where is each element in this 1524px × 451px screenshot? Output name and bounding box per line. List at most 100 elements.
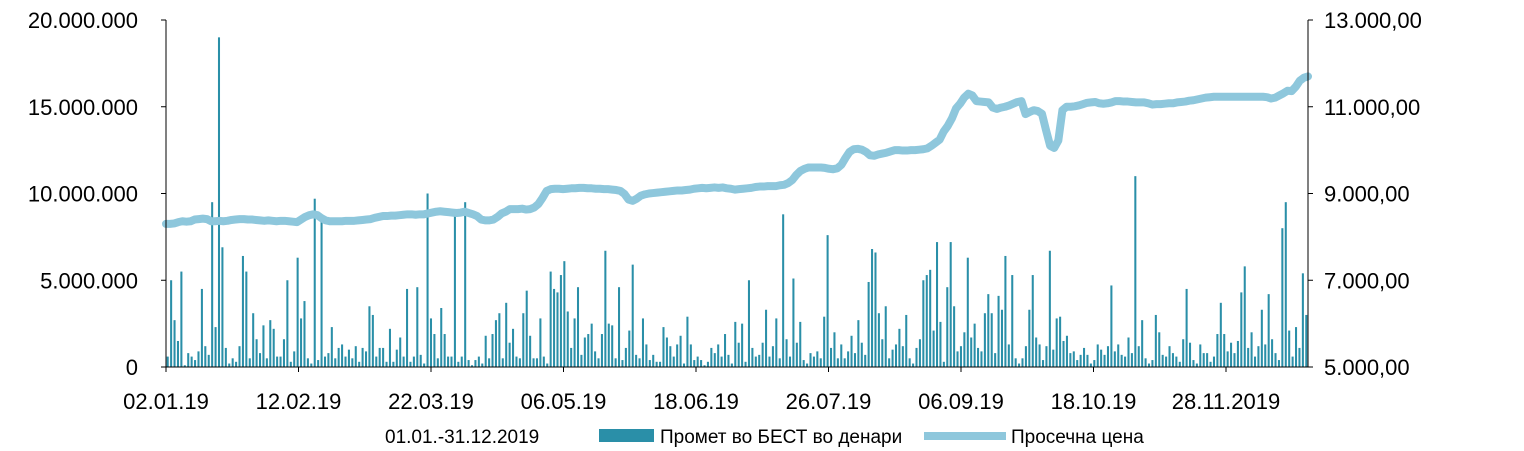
bar xyxy=(754,356,757,367)
bar xyxy=(590,323,593,368)
x-tick-label: 18.06.19 xyxy=(653,389,739,414)
bar xyxy=(170,280,173,367)
bar xyxy=(1233,353,1236,367)
bar xyxy=(1202,353,1205,367)
bar xyxy=(1175,356,1178,367)
bar xyxy=(953,306,956,367)
bar xyxy=(799,321,802,367)
bar xyxy=(395,349,398,367)
bar xyxy=(963,332,966,367)
bar xyxy=(255,339,258,367)
x-tick-label: 12.02.19 xyxy=(256,389,342,414)
bar xyxy=(1260,309,1263,367)
bar xyxy=(347,349,350,367)
bar xyxy=(840,344,843,367)
bar xyxy=(276,356,279,367)
bar xyxy=(983,313,986,367)
bar xyxy=(1106,346,1109,367)
bar xyxy=(594,351,597,367)
bar xyxy=(1295,327,1298,367)
bar xyxy=(884,306,887,367)
bar xyxy=(535,358,538,367)
bar xyxy=(481,363,484,367)
bar xyxy=(929,269,932,367)
bar xyxy=(1264,344,1267,367)
bar xyxy=(1195,363,1198,367)
bar xyxy=(200,288,203,367)
bar xyxy=(453,212,456,367)
bar xyxy=(936,242,939,367)
bar xyxy=(238,346,241,367)
bar xyxy=(166,356,169,367)
bar xyxy=(864,354,867,367)
bar xyxy=(351,358,354,367)
bar xyxy=(505,302,508,367)
bar xyxy=(508,342,511,367)
bar xyxy=(241,255,244,367)
bar xyxy=(812,356,815,367)
bar xyxy=(1031,275,1034,367)
right-tick-label: 7.000,00 xyxy=(1324,268,1410,293)
bar xyxy=(607,323,610,368)
bar xyxy=(1076,360,1079,367)
bar xyxy=(1048,250,1051,367)
bar xyxy=(334,358,337,367)
bar xyxy=(429,318,433,367)
bar xyxy=(563,261,566,367)
left-tick-label: 10.000.000 xyxy=(28,182,138,207)
bar xyxy=(898,328,901,367)
bar xyxy=(1120,354,1123,367)
bar xyxy=(915,347,918,367)
bar xyxy=(1045,346,1048,367)
bar xyxy=(221,247,224,367)
bar xyxy=(758,354,761,367)
bar xyxy=(792,278,795,367)
bar xyxy=(570,347,573,367)
bar xyxy=(1301,273,1304,367)
bar xyxy=(194,360,197,367)
right-tick-label: 9.000,00 xyxy=(1324,182,1410,207)
bar xyxy=(231,358,234,367)
bar xyxy=(217,37,221,367)
bar xyxy=(1284,202,1287,367)
bar xyxy=(706,361,709,367)
bar xyxy=(416,287,419,367)
bar xyxy=(867,281,870,367)
bar xyxy=(300,318,303,367)
bar xyxy=(676,344,679,367)
bar xyxy=(470,365,474,367)
bar xyxy=(190,356,193,367)
bar xyxy=(1083,347,1086,367)
bar xyxy=(806,363,809,367)
bar xyxy=(624,347,627,367)
bar xyxy=(720,356,723,367)
bar xyxy=(1247,347,1250,367)
bar xyxy=(245,271,248,367)
bar xyxy=(874,252,877,367)
right-axis-ticks: 5.000,00 7.000,00 9.000,00 11.000,00 13.000,… xyxy=(1308,8,1422,380)
bar xyxy=(252,313,255,367)
bar xyxy=(823,316,826,367)
bar xyxy=(1243,266,1246,367)
bar xyxy=(1209,361,1212,367)
bar xyxy=(973,323,976,368)
bar xyxy=(457,361,460,367)
bar xyxy=(269,320,272,367)
bar xyxy=(894,344,898,367)
x-tick-label: 02.01.19 xyxy=(123,389,209,414)
bar xyxy=(751,347,754,367)
bar xyxy=(337,347,340,367)
bar xyxy=(949,242,952,367)
bar xyxy=(977,347,980,367)
bar xyxy=(1141,320,1144,367)
bar xyxy=(501,358,504,367)
bar xyxy=(423,363,426,367)
bar xyxy=(901,346,904,367)
bar xyxy=(730,363,733,367)
bar xyxy=(419,354,422,367)
bar xyxy=(638,358,641,367)
bar xyxy=(522,313,525,367)
bar xyxy=(1158,332,1161,367)
bar xyxy=(771,346,774,367)
x-axis-ticks: 02.01.19 12.02.19 22.03.19 06.05.19 18.06.19… xyxy=(123,367,1280,414)
